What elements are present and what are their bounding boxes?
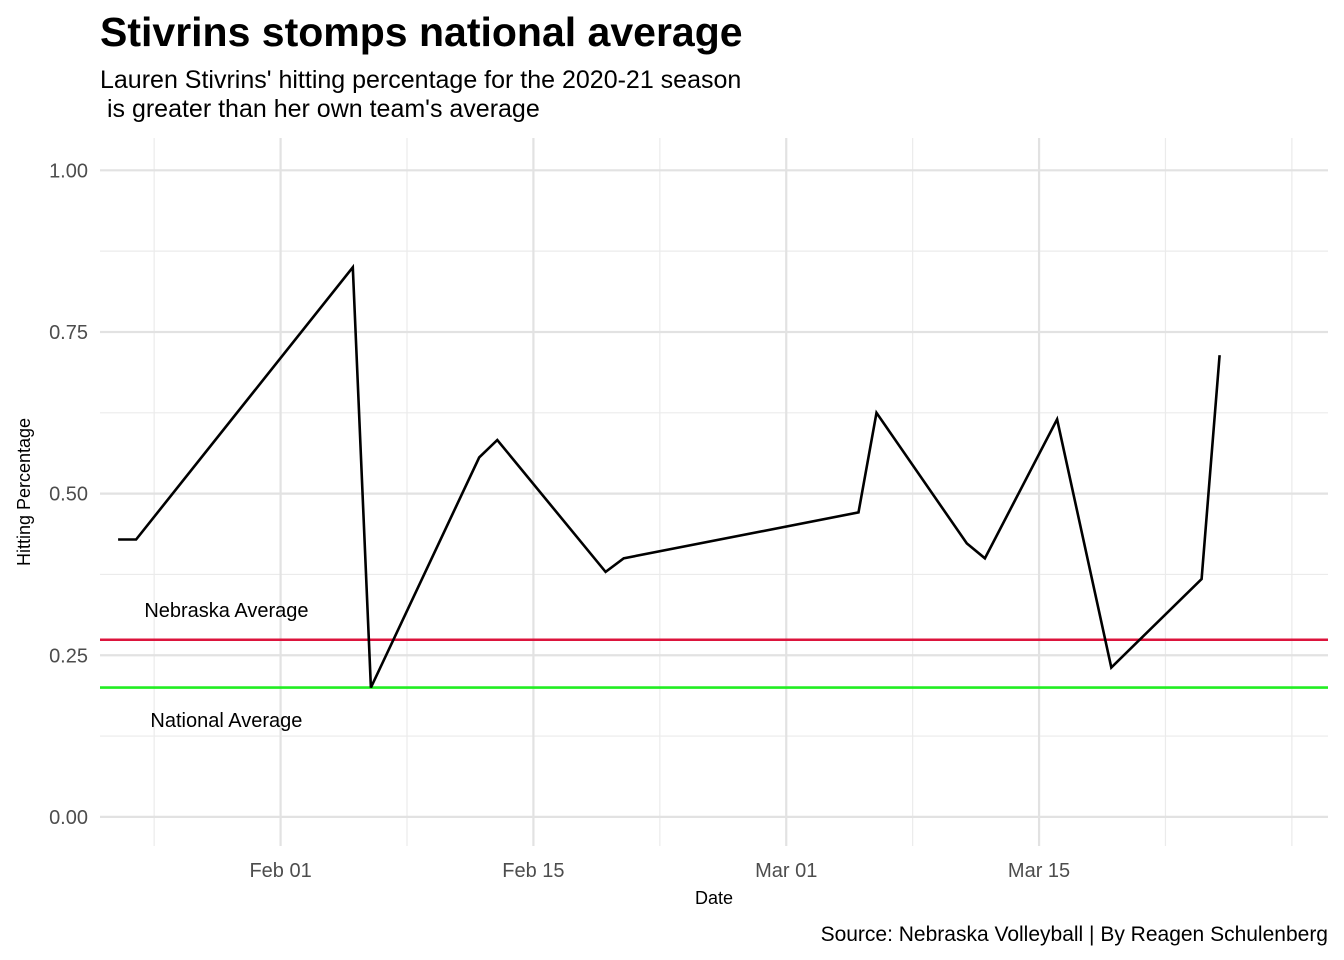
- major-gridlines: [100, 138, 1328, 846]
- data-point: [1219, 354, 1221, 356]
- data-point: [605, 571, 607, 573]
- x-axis-title: Date: [695, 888, 733, 908]
- data-point: [857, 511, 859, 513]
- data-point: [1201, 578, 1203, 580]
- y-axis-tick-labels: 0.00 0.25 0.50 0.75 1.00: [49, 160, 88, 829]
- national-average-label: National Average: [150, 710, 302, 732]
- data-point: [496, 439, 498, 441]
- data-point: [370, 687, 372, 689]
- y-tick-label: 0.75: [49, 322, 88, 344]
- data-point: [876, 412, 878, 414]
- data-point: [117, 539, 119, 541]
- chart-subtitle-line-1: Lauren Stivrins' hitting percentage for …: [100, 66, 741, 94]
- data-point: [1110, 667, 1112, 669]
- data-point: [352, 266, 354, 268]
- data-point: [478, 456, 480, 458]
- x-tick-label: Mar 01: [755, 860, 817, 882]
- y-tick-label: 0.50: [49, 484, 88, 506]
- y-tick-label: 1.00: [49, 160, 88, 182]
- chart-title: Stivrins stomps national average: [100, 9, 743, 55]
- x-tick-label: Feb 15: [502, 860, 564, 882]
- minor-gridlines: [100, 138, 1328, 846]
- y-axis-title: Hitting Percentage: [14, 418, 34, 566]
- series-layer: [117, 263, 1221, 689]
- chart-caption: Source: Nebraska Volleyball | By Reagen …: [821, 923, 1328, 946]
- x-tick-label: Mar 15: [1008, 860, 1070, 882]
- y-tick-label: 0.25: [49, 645, 88, 667]
- chart-subtitle-line-2: is greater than her own team's average: [100, 95, 540, 123]
- data-point: [1056, 418, 1058, 420]
- x-axis-tick-labels: Feb 01 Feb 15 Mar 01 Mar 15: [249, 860, 1070, 882]
- x-tick-label: Feb 01: [249, 860, 311, 882]
- data-point: [135, 539, 137, 541]
- data-point: [966, 542, 968, 544]
- nebraska-average-label: Nebraska Average: [144, 600, 308, 622]
- data-point: [623, 557, 625, 559]
- series-line: [118, 263, 1221, 689]
- reference-lines: [100, 638, 1328, 689]
- y-tick-label: 0.00: [49, 807, 88, 829]
- annotations: Nebraska Average National Average: [144, 600, 308, 732]
- data-point: [984, 557, 986, 559]
